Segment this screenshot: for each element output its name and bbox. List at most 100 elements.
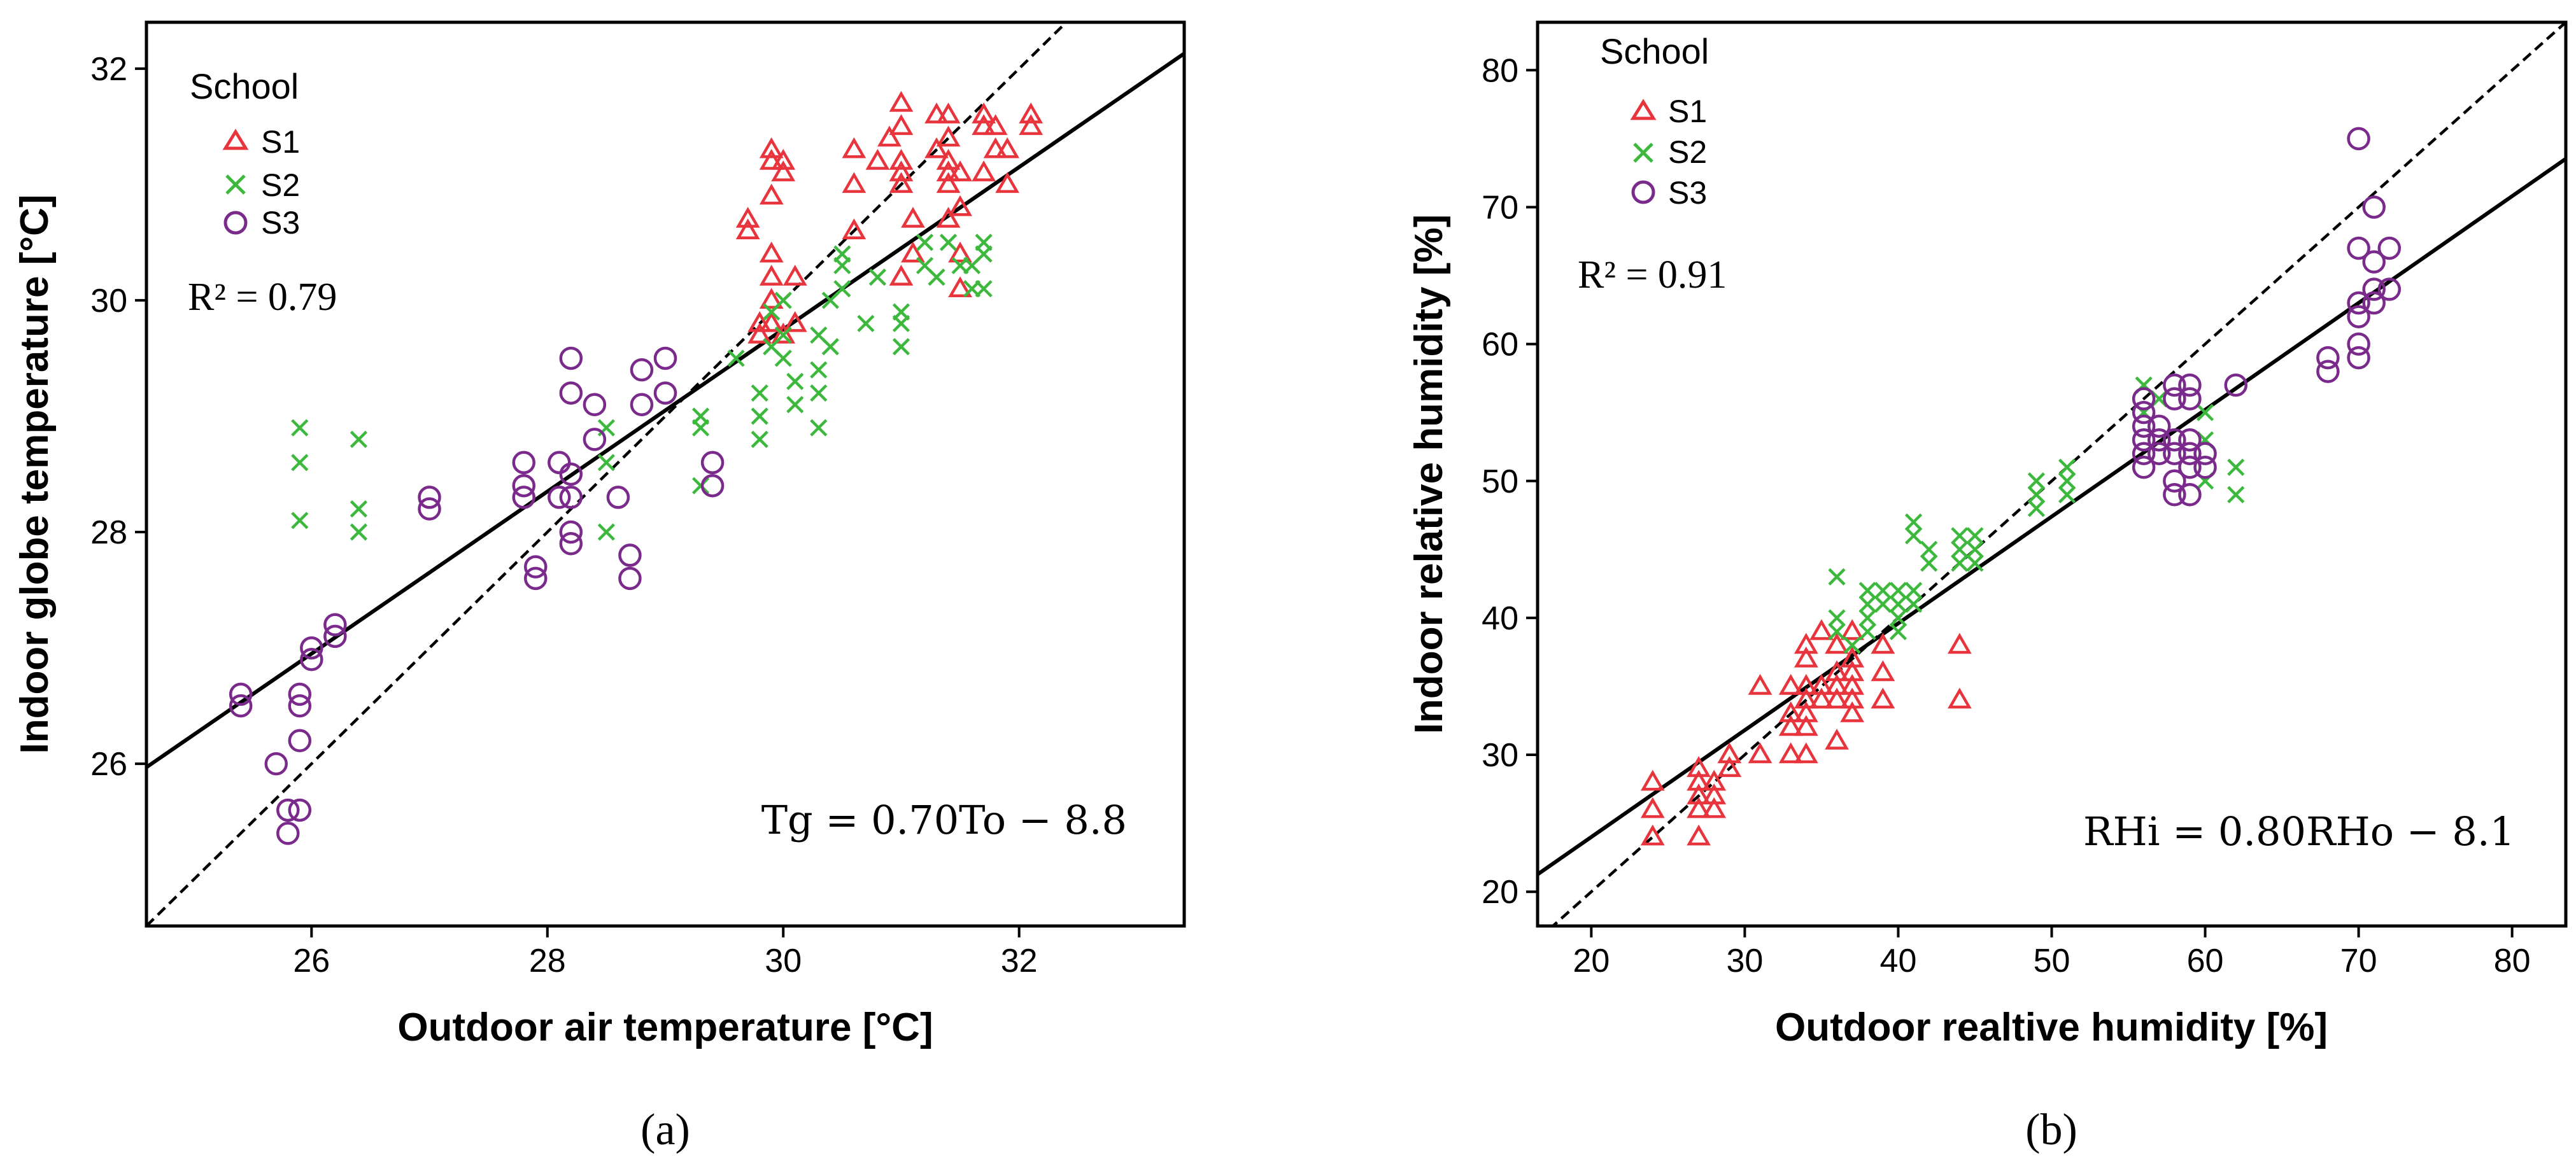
legend-cross-marker [1633, 143, 1653, 163]
data-point-s1 [759, 265, 784, 286]
data-point-s2 [350, 500, 367, 518]
data-point-s2 [1828, 568, 1846, 586]
chart-a-legend-s2-label: S2 [261, 167, 300, 203]
chart-b-legend-s3-label: S3 [1668, 175, 1707, 211]
data-point-s2 [1843, 636, 1861, 654]
data-point-s3 [653, 346, 677, 370]
panel-label-a: (a) [640, 1105, 690, 1154]
y-tick-label: 30 [90, 283, 127, 319]
data-point-s1 [771, 148, 796, 170]
data-point-s1 [1794, 646, 1818, 668]
data-point-s1 [877, 125, 902, 147]
data-point-s3 [2178, 387, 2202, 410]
data-point-s3 [2147, 442, 2171, 465]
x-tick-label: 32 [1001, 943, 1038, 979]
data-point-s1 [972, 102, 996, 123]
data-point-s1 [771, 323, 796, 344]
data-point-s2 [291, 419, 309, 437]
data-point-s3 [2193, 455, 2217, 479]
x-tick-label: 50 [2034, 943, 2070, 979]
y-tick-label: 30 [1482, 737, 1518, 774]
data-point-s3 [418, 486, 441, 509]
data-point-s2 [1858, 582, 1876, 600]
data-point-s3 [2377, 277, 2402, 301]
data-point-s1 [1825, 687, 1849, 709]
data-point-s1 [1640, 769, 1665, 791]
data-point-s2 [1904, 582, 1923, 600]
x-tick-label: 70 [2340, 943, 2377, 979]
legend-circle-marker [1631, 180, 1655, 204]
chart-b-equation: RHi = 0.80RHo − 8.1 [2083, 808, 2515, 855]
data-point-s2 [786, 396, 804, 414]
data-point-s2 [751, 384, 768, 402]
y-tick-label: 60 [1482, 326, 1518, 363]
data-point-s1 [1871, 633, 1895, 654]
data-point-s1 [865, 148, 890, 170]
data-point-s2 [975, 280, 993, 298]
data-point-s2 [975, 245, 993, 263]
data-point-s3 [2163, 428, 2186, 452]
data-point-s3 [512, 473, 535, 498]
data-point-s3 [559, 520, 583, 544]
data-point-s1 [936, 148, 961, 170]
data-point-s3 [630, 358, 654, 382]
data-point-s3 [2163, 483, 2186, 507]
chart-b-legend-s2-label: S2 [1668, 134, 1707, 170]
data-point-s2 [1874, 595, 1892, 613]
data-point-s2 [727, 349, 745, 367]
y-tick-label: 70 [1482, 189, 1518, 226]
data-point-s1 [1748, 742, 1773, 764]
data-point-s3 [559, 486, 583, 509]
data-point-s3 [583, 393, 607, 417]
data-point-s3 [2316, 346, 2340, 370]
data-point-s1 [1778, 715, 1803, 736]
data-point-s1 [1947, 633, 1972, 654]
data-point-s3 [2147, 414, 2171, 438]
data-point-s3 [2347, 346, 2370, 370]
data-point-s3 [559, 531, 583, 556]
data-point-s2 [2227, 486, 2245, 503]
data-point-s3 [2193, 442, 2217, 465]
chart-a-r-squared: R² = 0.79 [188, 276, 337, 319]
data-point-s3 [2132, 400, 2156, 424]
data-point-s2 [350, 430, 367, 448]
data-point-s2 [1858, 595, 1876, 613]
data-point-s2 [821, 338, 839, 356]
data-point-s1 [1687, 824, 1711, 846]
data-point-s2 [1951, 554, 1969, 572]
legend-circle-marker [223, 211, 248, 235]
data-point-s1 [889, 265, 914, 286]
data-point-s3 [2132, 455, 2156, 479]
data-point-s1 [983, 114, 1008, 136]
data-point-s2 [1966, 554, 1984, 572]
chart-a-points [229, 90, 1044, 845]
data-point-s2 [786, 372, 804, 390]
data-point-s1 [759, 183, 784, 205]
data-point-s2 [2227, 458, 2245, 476]
data-point-s1 [948, 276, 972, 297]
data-point-s1 [842, 218, 867, 239]
data-point-s3 [2362, 250, 2386, 274]
data-point-s2 [597, 454, 615, 472]
data-point-s3 [2377, 236, 2402, 260]
data-point-s1 [1840, 701, 1865, 722]
data-point-s2 [1858, 609, 1876, 627]
data-point-s1 [1871, 660, 1895, 682]
data-point-s1 [759, 137, 784, 158]
data-point-s3 [524, 555, 548, 578]
data-point-s3 [559, 462, 583, 486]
data-point-s1 [1947, 687, 1972, 709]
y-tick-label: 80 [1482, 52, 1518, 89]
x-tick-label: 80 [2494, 943, 2531, 979]
data-point-s1 [1640, 797, 1665, 818]
chart-a-legend-s3: S3 [223, 205, 300, 241]
data-point-s1 [889, 90, 914, 112]
identity-line [1550, 22, 2566, 926]
data-point-s1 [1778, 673, 1803, 695]
data-point-s3 [288, 694, 312, 718]
data-point-s2 [291, 454, 309, 472]
data-point-s2 [1966, 540, 1984, 558]
data-point-s1 [759, 288, 784, 309]
chart-b-legend-s3: S3 [1631, 175, 1707, 211]
data-point-s1 [924, 137, 949, 158]
